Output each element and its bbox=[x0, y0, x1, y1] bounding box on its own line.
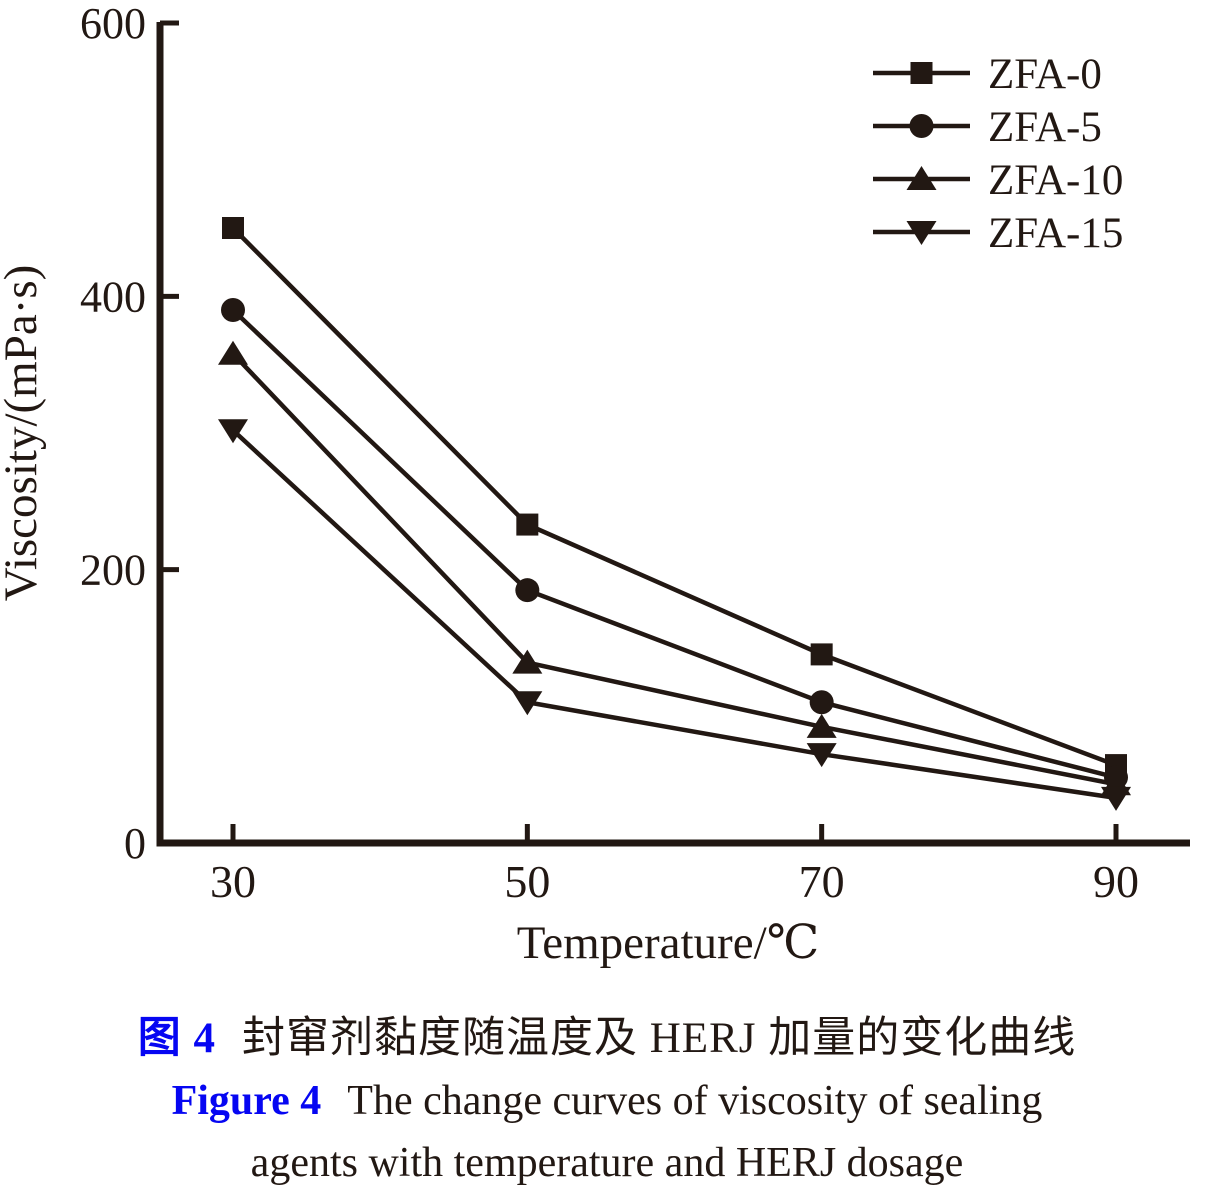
x-tick-label: 90 bbox=[1093, 856, 1139, 907]
y-tick-label: 0 bbox=[124, 819, 146, 868]
caption-line-chinese: 图 4 封窜剂黏度随温度及 HERJ 加量的变化曲线 bbox=[0, 1008, 1214, 1070]
series-line-zfa-15 bbox=[231, 428, 1117, 801]
data-point-zfa-5-50 bbox=[515, 578, 540, 603]
y-axis-title: Viscosity/(mPa·s) bbox=[0, 265, 47, 602]
legend-marker-zfa-10 bbox=[906, 166, 937, 190]
legend-label-zfa-0: ZFA-0 bbox=[988, 51, 1102, 98]
caption-text-en-1: The change curves of viscosity of sealin… bbox=[347, 1078, 1043, 1124]
series-line-zfa-0 bbox=[231, 226, 1117, 768]
legend-label-zfa-15: ZFA-15 bbox=[988, 210, 1123, 257]
x-axis-title: Temperature/℃ bbox=[517, 917, 819, 969]
legend-marker-zfa-0 bbox=[910, 62, 933, 84]
data-point-zfa-10-70 bbox=[806, 713, 837, 738]
data-point-zfa-0-30 bbox=[222, 217, 244, 239]
figure-caption: 图 4 封窜剂黏度随温度及 HERJ 加量的变化曲线 Figure 4 The ch… bbox=[0, 1008, 1214, 1194]
caption-line-english-1: Figure 4 The change curves of viscosity o… bbox=[0, 1070, 1214, 1132]
y-tick-label: 400 bbox=[80, 272, 146, 321]
figure-number-cn: 图 4 bbox=[137, 1015, 216, 1062]
data-point-zfa-15-50 bbox=[512, 691, 543, 716]
x-tick-label: 70 bbox=[799, 856, 845, 907]
legend-label-zfa-10: ZFA-10 bbox=[988, 157, 1123, 204]
x-tick-label: 50 bbox=[504, 856, 550, 907]
data-point-zfa-10-50 bbox=[512, 649, 543, 674]
series-line-zfa-10 bbox=[231, 352, 1117, 787]
legend-marker-zfa-5 bbox=[909, 114, 934, 138]
data-point-zfa-15-90 bbox=[1101, 786, 1131, 811]
chart-canvas: 0 200 400 600 30 50 70 90 Temperature/℃ Viscosity… bbox=[0, 0, 1190, 969]
data-point-zfa-15-70 bbox=[806, 743, 837, 768]
series-line-zfa-5 bbox=[231, 308, 1117, 780]
data-point-zfa-5-30 bbox=[221, 298, 245, 322]
caption-text-cn: 封窜剂黏度随温度及 HERJ 加量的变化曲线 bbox=[242, 1015, 1077, 1062]
data-point-zfa-5-70 bbox=[809, 690, 834, 715]
y-tick-label: 200 bbox=[80, 546, 146, 595]
figure-number-en: Figure 4 bbox=[171, 1078, 322, 1124]
data-point-zfa-0-70 bbox=[810, 643, 833, 666]
legend-marker-zfa-15 bbox=[906, 221, 937, 245]
data-point-zfa-15-30 bbox=[218, 419, 248, 444]
caption-text-en-2: agents with temperature and HERJ dosage bbox=[250, 1140, 964, 1186]
data-point-zfa-10-30 bbox=[218, 340, 248, 365]
viscosity-chart: 0 200 400 600 30 50 70 90 Temperature/℃ Viscosity… bbox=[0, 0, 1190, 969]
data-point-zfa-0-50 bbox=[516, 513, 539, 536]
x-tick-label: 30 bbox=[210, 856, 256, 907]
legend-label-zfa-5: ZFA-5 bbox=[988, 104, 1102, 151]
caption-line-english-2: agents with temperature and HERJ dosage bbox=[0, 1132, 1214, 1194]
y-tick-label: 600 bbox=[80, 0, 146, 48]
